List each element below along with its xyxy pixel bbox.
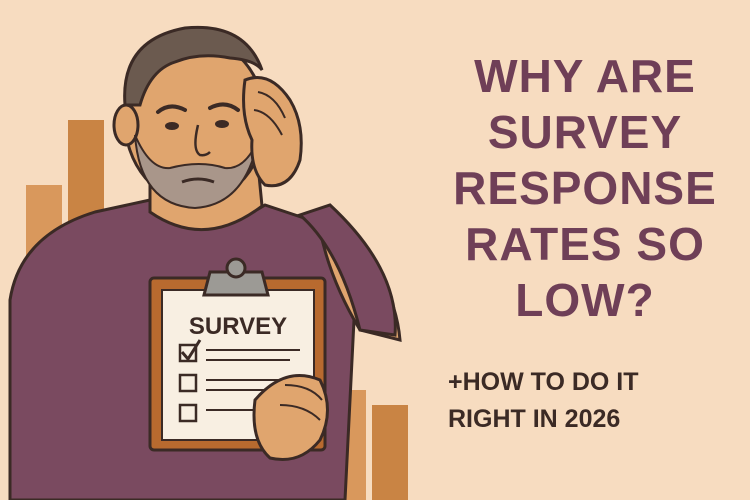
subheadline: +How to do it right in 2026 xyxy=(448,364,708,438)
headline: Why are survey response rates so low? xyxy=(430,48,740,328)
hand-on-head xyxy=(242,76,303,188)
headline-line: response xyxy=(453,162,717,214)
headline-line: Why are xyxy=(474,50,696,102)
left-eye xyxy=(165,122,179,130)
headline-line: low? xyxy=(515,274,655,326)
holding-hand xyxy=(252,374,329,461)
subheadline-line: right in 2026 xyxy=(448,405,621,433)
right-brow xyxy=(208,102,240,112)
headline-line: survey xyxy=(487,106,683,158)
checkbox-empty xyxy=(178,373,198,393)
nose xyxy=(194,124,211,157)
clipboard-title: SURVEY xyxy=(189,313,287,340)
checkbox-empty xyxy=(178,403,198,423)
check-icon xyxy=(180,339,202,362)
mouth xyxy=(181,177,215,184)
headline-line: rates so xyxy=(465,218,705,270)
right-eye xyxy=(215,120,229,128)
background-bar xyxy=(372,405,408,500)
hair xyxy=(123,25,264,107)
subheadline-line: +How to do it xyxy=(448,368,639,396)
left-brow xyxy=(156,104,187,114)
stressed-man-illustration: SURVEY xyxy=(8,25,402,500)
